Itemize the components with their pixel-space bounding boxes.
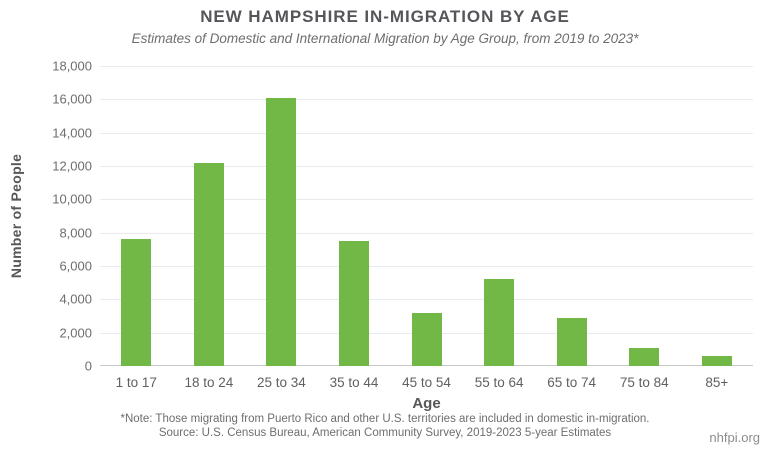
x-tick-label: 75 to 84 bbox=[619, 375, 669, 390]
x-tick-label: 45 to 54 bbox=[402, 375, 451, 390]
bar-55-to-64 bbox=[484, 279, 515, 366]
bar-slot-85plus bbox=[681, 66, 754, 366]
bar-18-to-24 bbox=[193, 162, 224, 366]
y-tick-label: 10,000 bbox=[52, 191, 92, 207]
gridline bbox=[100, 165, 753, 167]
y-axis-ticks: 18,000 16,000 14,000 12,000 10,000 8,000 6,000… bbox=[0, 59, 92, 374]
bar-slot-18-to-24 bbox=[173, 66, 246, 366]
bar-25-to-34 bbox=[266, 97, 297, 366]
bar-45-to-54 bbox=[411, 312, 442, 366]
bar-slot-25-to-34 bbox=[245, 66, 318, 366]
y-tick-label: 4,000 bbox=[59, 291, 92, 307]
y-tick-label: 6,000 bbox=[59, 258, 92, 274]
bar-65-to-74 bbox=[556, 317, 587, 366]
footnote-note: *Note: Those migrating from Puerto Rico … bbox=[120, 413, 650, 425]
x-tick-label: 1 to 17 bbox=[115, 375, 157, 390]
gridline bbox=[100, 299, 753, 301]
bar-slot-75-to-84 bbox=[608, 66, 681, 366]
bar-slot-35-to-44 bbox=[318, 66, 391, 366]
x-tick-label: 35 to 44 bbox=[329, 375, 379, 390]
x-tick-label: 55 to 64 bbox=[474, 375, 524, 390]
y-tick-label: 8,000 bbox=[59, 225, 92, 241]
gridline bbox=[100, 132, 753, 134]
gridline bbox=[100, 66, 753, 67]
chart-subtitle: Estimates of Domestic and International … bbox=[131, 31, 639, 46]
bar-1-to-17 bbox=[121, 239, 152, 366]
y-tick-label: 14,000 bbox=[52, 125, 92, 141]
x-tick-label: 25 to 34 bbox=[257, 375, 306, 390]
y-tick-label: 16,000 bbox=[52, 91, 92, 107]
chart-title: NEW HAMPSHIRE IN-MIGRATION BY AGE bbox=[200, 7, 570, 26]
bar-35-to-44 bbox=[338, 241, 369, 366]
footnote-source: Source: U.S. Census Bureau, American Com… bbox=[158, 427, 612, 439]
bars-container bbox=[100, 66, 753, 366]
bar-slot-65-to-74 bbox=[535, 66, 608, 366]
gridline bbox=[100, 99, 753, 101]
x-axis-title: Age bbox=[412, 395, 441, 412]
x-tick-label: 85+ bbox=[705, 375, 729, 390]
plot-area bbox=[100, 66, 753, 366]
bar-slot-1-to-17 bbox=[100, 66, 173, 366]
bar-slot-55-to-64 bbox=[463, 66, 536, 366]
gridline bbox=[100, 265, 753, 267]
gridline bbox=[100, 199, 753, 201]
gridline bbox=[100, 232, 753, 234]
y-tick-label: 18,000 bbox=[52, 58, 92, 74]
bar-75-to-84 bbox=[629, 347, 660, 366]
bar-85plus bbox=[701, 355, 732, 366]
x-axis-ticks: 1 to 17 18 to 24 25 to 34 35 to 44 45 to 54 5… bbox=[100, 375, 753, 390]
bar-slot-45-to-54 bbox=[390, 66, 463, 366]
brand-link: nhfpi.org bbox=[709, 430, 760, 445]
x-tick-label: 18 to 24 bbox=[184, 375, 234, 390]
y-tick-label: 2,000 bbox=[59, 325, 92, 341]
y-tick-label: 0 bbox=[84, 358, 92, 374]
x-tick-label: 65 to 74 bbox=[547, 375, 597, 390]
y-tick-label: 12,000 bbox=[52, 158, 92, 174]
